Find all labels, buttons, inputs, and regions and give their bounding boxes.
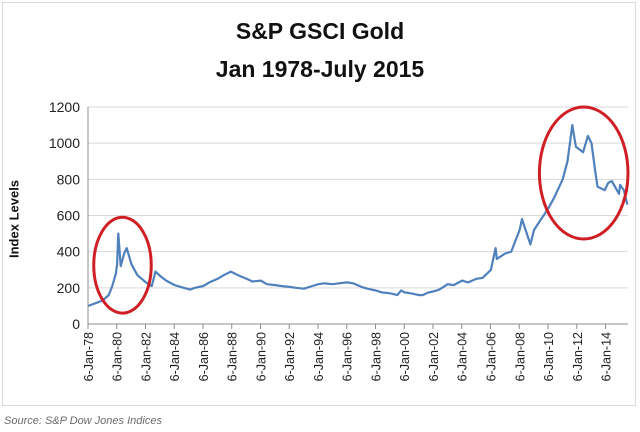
x-tick-label: 6-Jan-86 [197, 332, 211, 381]
chart-title: S&P GSCI Gold [235, 18, 405, 44]
x-tick-label: 6-Jan-12 [571, 332, 585, 381]
x-tick-label: 6-Jan-88 [226, 332, 240, 381]
x-tick-label: 6-Jan-08 [513, 332, 527, 381]
x-tick-label: 6-Jan-82 [140, 332, 154, 381]
y-tick-label: 800 [57, 171, 81, 187]
x-tick-label: 6-Jan-80 [111, 332, 125, 381]
y-tick-label: 1200 [49, 99, 80, 115]
x-tick-label: 6-Jan-06 [485, 332, 499, 381]
y-tick-label: 600 [57, 208, 81, 224]
highlight-ellipse [92, 215, 153, 315]
y-tick-label: 400 [57, 244, 81, 260]
y-tick-label: 200 [57, 280, 81, 296]
x-tick-label: 6-Jan-78 [82, 332, 96, 381]
chart-frame [2, 2, 636, 406]
x-tick-label: 6-Jan-92 [283, 332, 297, 381]
x-tick-label: 6-Jan-84 [168, 332, 182, 381]
x-tick-label: 6-Jan-94 [312, 332, 326, 381]
x-tick-label: 6-Jan-96 [341, 332, 355, 381]
y-tick-label: 0 [72, 316, 80, 332]
x-tick-label: 6-Jan-98 [370, 332, 384, 381]
x-tick-label: 6-Jan-14 [600, 332, 614, 381]
line-chart: 0 200 400 600 800 1000 1200 6-Jan-78 6-Jan-80 6-J… [49, 99, 630, 381]
y-tick-label: 1000 [49, 135, 80, 151]
source-note: Source: S&P Dow Jones Indices [4, 415, 162, 427]
x-tick-label: 6-Jan-00 [398, 332, 412, 381]
highlight-ellipse [537, 105, 630, 241]
chart-subtitle: Jan 1978-July 2015 [215, 56, 425, 82]
x-tick-label: 6-Jan-90 [255, 332, 269, 381]
x-tick-label: 6-Jan-10 [542, 332, 556, 381]
x-tick-label: 6-Jan-04 [456, 332, 470, 381]
series-line [88, 123, 629, 307]
x-tick-label: 6-Jan-02 [427, 332, 441, 381]
